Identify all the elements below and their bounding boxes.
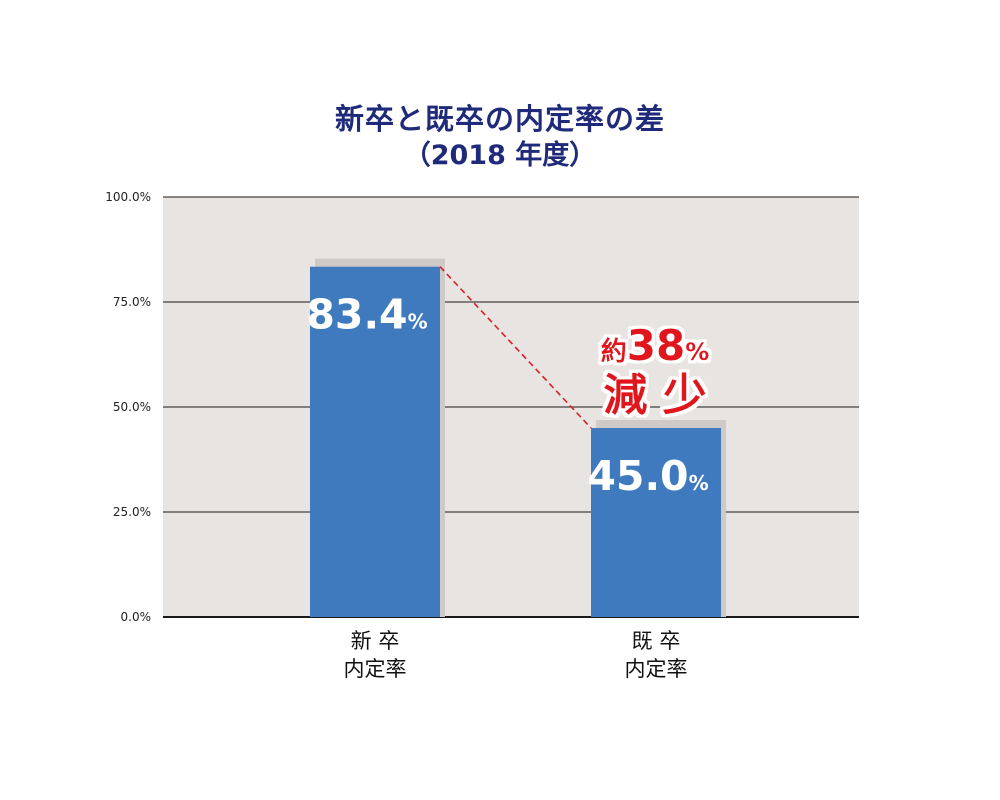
x-tick-label: 内定率 [344, 657, 407, 681]
annotation-text: 減 少 [603, 370, 706, 421]
x-tick-label: 新 卒 [351, 629, 400, 653]
y-tick-label: 25.0% [113, 505, 151, 519]
chart-title-block: 新卒と既卒の内定率の差 （2018 年度） [0, 100, 1000, 174]
chart-title: 新卒と既卒の内定率の差 [334, 102, 665, 136]
y-tick-label: 75.0% [113, 295, 151, 309]
y-tick-label: 50.0% [113, 400, 151, 414]
connector-dashed-line [439, 266, 592, 429]
bar-value-unit: % [408, 310, 428, 334]
annotation-unit: % [685, 338, 709, 366]
x-tick-label: 内定率 [625, 657, 688, 681]
bar-value-label: 83.4% [306, 291, 427, 339]
annotation-prefix: 約 [601, 336, 627, 367]
bar-value-number: 45.0 [587, 452, 688, 500]
chart-subtitle: （2018 年度） [403, 140, 597, 171]
y-tick-label: 0.0% [121, 610, 152, 624]
y-tick-label: 100.0% [105, 190, 151, 204]
bar-value-number: 83.4 [306, 291, 407, 339]
bar-value-label: 45.0% [587, 452, 708, 500]
x-tick-label: 既 卒 [632, 629, 681, 653]
bar [310, 266, 440, 617]
annotation-percent: 約38% [601, 321, 710, 370]
annotation-number: 38 [627, 321, 685, 370]
bar-value-unit: % [689, 471, 709, 495]
bar [591, 428, 721, 617]
